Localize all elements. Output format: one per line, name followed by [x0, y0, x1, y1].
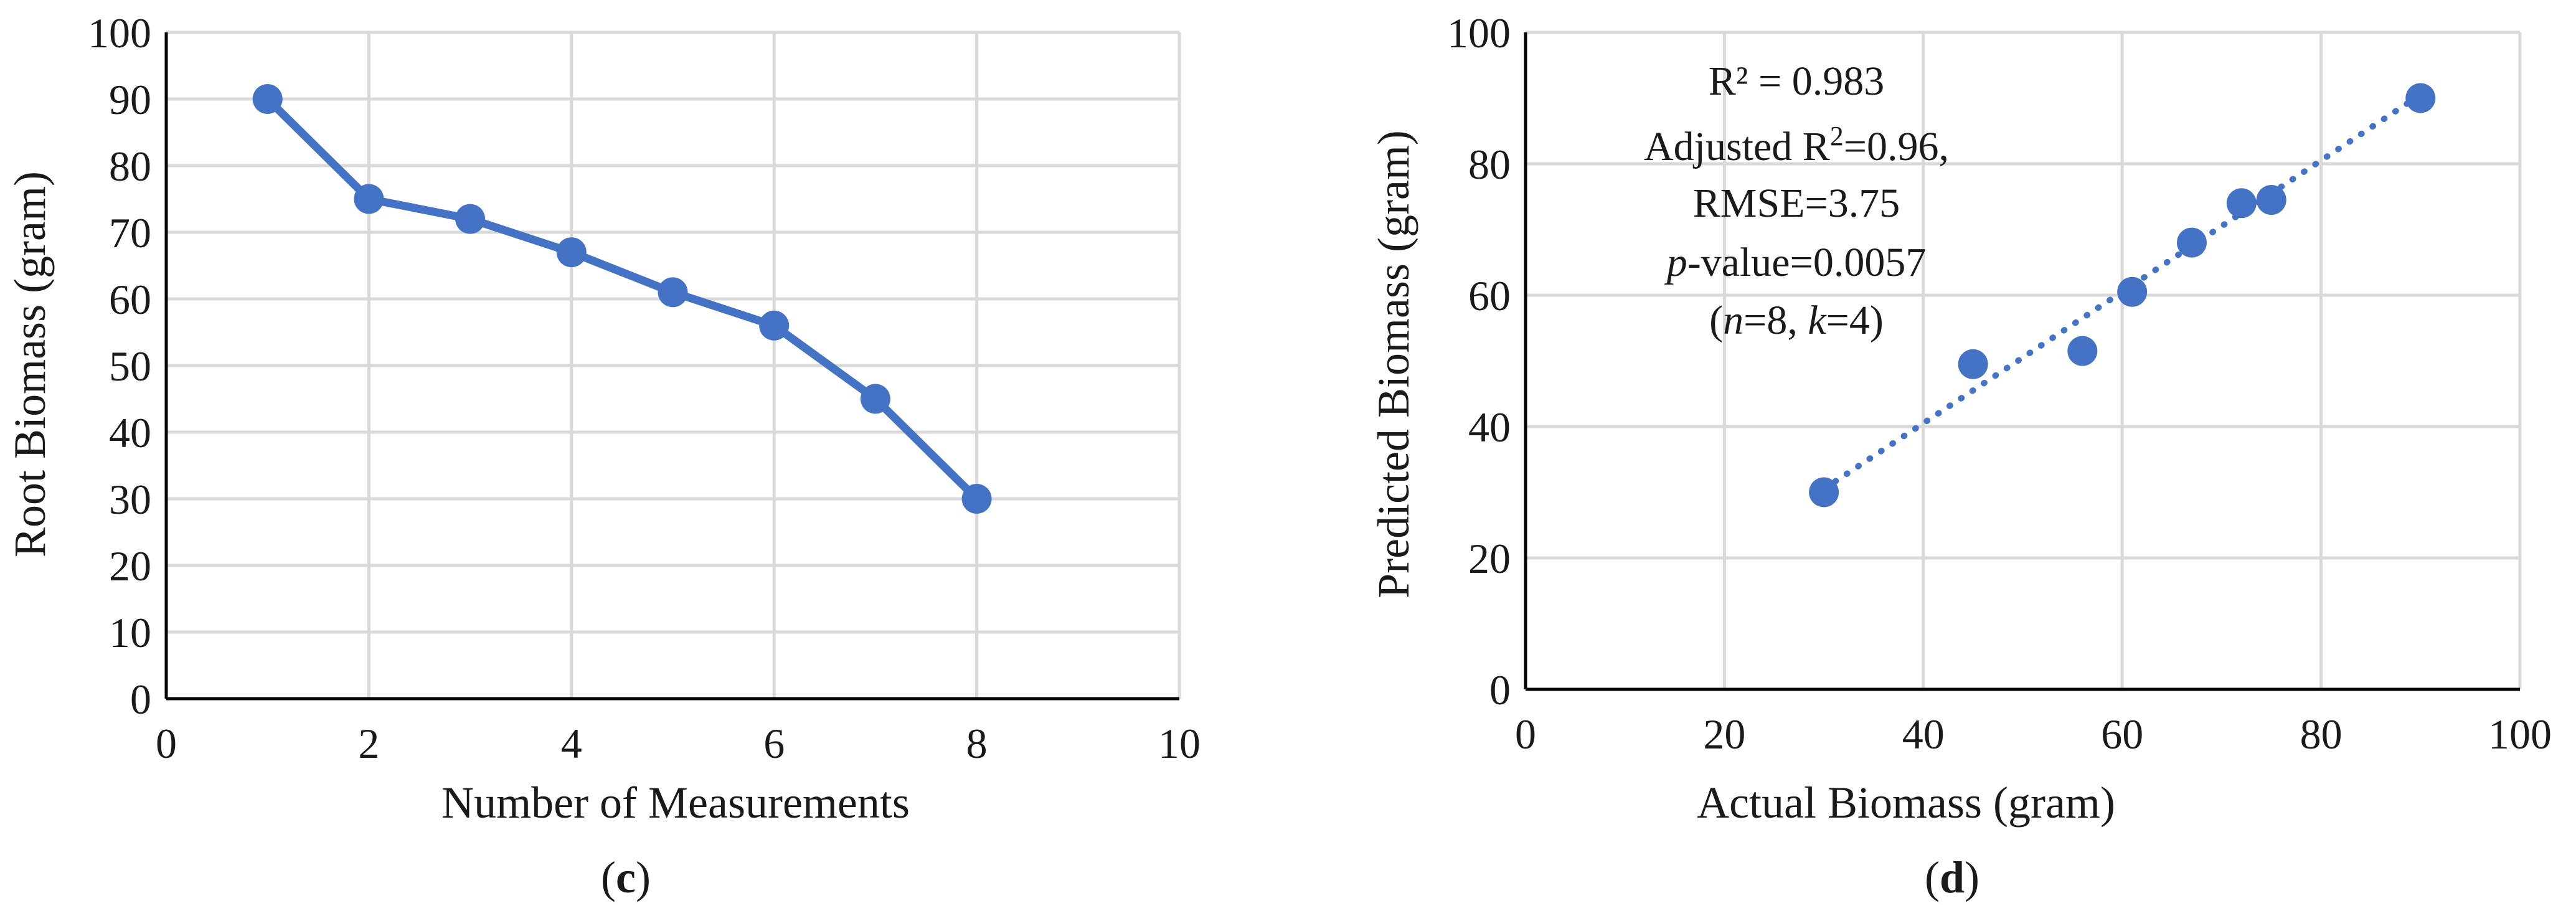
- chart-d-gridlines: [1526, 31, 2522, 689]
- chart-d-data-point: [2176, 227, 2207, 258]
- annotation-k-rest: =4): [1826, 298, 1884, 343]
- c-y-tick-label: 50: [109, 342, 151, 390]
- annotation-p-value: p-value=0.0057: [1664, 240, 1927, 285]
- d-x-tick-label: 80: [2300, 711, 2342, 758]
- panel-d-label-close: ): [1965, 852, 1979, 902]
- panel-d-label-open: (: [1925, 852, 1940, 902]
- c-y-tick-label: 30: [109, 476, 151, 523]
- c-y-tick-label: 10: [109, 609, 151, 656]
- chart-panel-c: 0 10 20 30 40 50 60 70 80 90 100 0 2 4 6 8 10 Number of …: [5, 9, 1201, 902]
- chart-c-y-axis-label: Root Biomass (gram): [5, 171, 55, 557]
- chart-d-data-point: [2405, 83, 2436, 113]
- c-y-tick-label: 100: [88, 9, 151, 57]
- d-x-tick-label: 60: [2101, 711, 2143, 758]
- panel-c-label-letter: c: [616, 852, 636, 902]
- d-y-tick-label: 80: [1468, 141, 1511, 188]
- d-y-tick-label: 100: [1447, 9, 1511, 57]
- panel-d-label-letter: d: [1940, 852, 1965, 902]
- d-y-tick-label: 20: [1468, 535, 1511, 582]
- chart-d-annotation: R² = 0.983 Adjusted R2=0.96, RMSE=3.75 p…: [1644, 59, 1949, 343]
- chart-c-data-point: [759, 310, 790, 341]
- c-y-tick-label: 40: [109, 409, 151, 456]
- panel-c-label: (c): [601, 852, 651, 902]
- c-y-tick-label: 0: [130, 676, 151, 723]
- d-x-tick-label: 40: [1902, 711, 1945, 758]
- annotation-n-mid: =8,: [1743, 298, 1808, 343]
- c-x-tick-label: 0: [156, 720, 177, 767]
- chart-c-data-point: [252, 84, 283, 114]
- annotation-k-italic: k: [1808, 298, 1827, 343]
- chart-c-series-line: [265, 96, 980, 502]
- chart-c-data-point: [455, 204, 486, 234]
- c-y-tick-label: 80: [109, 143, 151, 190]
- annotation-adjusted-sup: 2: [1830, 121, 1844, 151]
- chart-d-data-point: [1958, 349, 1988, 379]
- d-y-tick-label: 0: [1489, 666, 1511, 714]
- chart-d-x-axis-label: Actual Biomass (gram): [1697, 778, 2115, 828]
- chart-d-data-point: [2256, 185, 2286, 215]
- d-x-tick-label: 0: [1515, 711, 1536, 758]
- chart-c-tick-labels: 0 10 20 30 40 50 60 70 80 90 100 0 2 4 6 8 10: [88, 9, 1201, 767]
- chart-c-series: [252, 84, 992, 514]
- chart-d-series: [1809, 83, 2436, 508]
- d-y-tick-label: 40: [1468, 404, 1511, 451]
- annotation-p-rest: -value=0.0057: [1687, 240, 1927, 285]
- c-y-tick-label: 70: [109, 209, 151, 257]
- chart-panel-d: 0 20 40 60 80 100 0 20 40 60 80 100 Actual Biomass …: [1369, 9, 2552, 902]
- chart-d-tick-labels: 0 20 40 60 80 100 0 20 40 60 80 100: [1447, 9, 2552, 758]
- chart-c-data-point: [354, 184, 384, 214]
- c-x-tick-label: 2: [358, 720, 379, 767]
- annotation-r-squared: R² = 0.983: [1709, 59, 1885, 104]
- c-x-tick-label: 8: [966, 720, 988, 767]
- annotation-adjusted-suffix: =0.96,: [1844, 124, 1949, 169]
- c-x-tick-label: 10: [1158, 720, 1201, 767]
- d-x-tick-label: 100: [2488, 711, 2552, 758]
- panel-c-label-close: ): [636, 852, 651, 902]
- annotation-n-italic: n: [1723, 298, 1743, 343]
- annotation-adjusted-prefix: Adjusted R: [1644, 124, 1830, 169]
- panel-d-label: (d): [1925, 852, 1979, 902]
- c-y-tick-label: 60: [109, 276, 151, 323]
- chart-d-data-point: [2067, 336, 2098, 366]
- panel-c-label-open: (: [601, 852, 616, 902]
- annotation-rmse: RMSE=3.75: [1693, 181, 1900, 226]
- chart-c-axes: [164, 32, 1179, 701]
- chart-d-axes: [1524, 32, 2520, 691]
- c-x-tick-label: 4: [561, 720, 582, 767]
- c-y-tick-label: 20: [109, 542, 151, 590]
- d-y-tick-label: 60: [1468, 272, 1511, 319]
- chart-d-y-axis-label: Predicted Biomass (gram): [1369, 130, 1418, 598]
- chart-c-data-point: [658, 277, 688, 308]
- c-x-tick-label: 6: [763, 720, 785, 767]
- chart-d-data-point: [2226, 188, 2257, 219]
- annotation-p-italic: p: [1664, 240, 1687, 285]
- chart-d-data-point: [1809, 477, 1839, 508]
- chart-c-x-axis-label: Number of Measurements: [441, 778, 910, 828]
- chart-c-data-point: [961, 484, 992, 514]
- chart-c-data-point: [860, 384, 890, 414]
- chart-c-data-point: [556, 237, 587, 268]
- d-x-tick-label: 20: [1703, 711, 1745, 758]
- annotation-n-k: (n=8, k=4): [1709, 298, 1884, 343]
- chart-d-data-point: [2117, 276, 2148, 307]
- c-y-tick-label: 90: [109, 76, 151, 123]
- annotation-n-open: (: [1709, 298, 1723, 343]
- chart-c-gridlines: [166, 31, 1181, 699]
- annotation-adjusted-r-squared: Adjusted R2=0.96,: [1644, 121, 1949, 169]
